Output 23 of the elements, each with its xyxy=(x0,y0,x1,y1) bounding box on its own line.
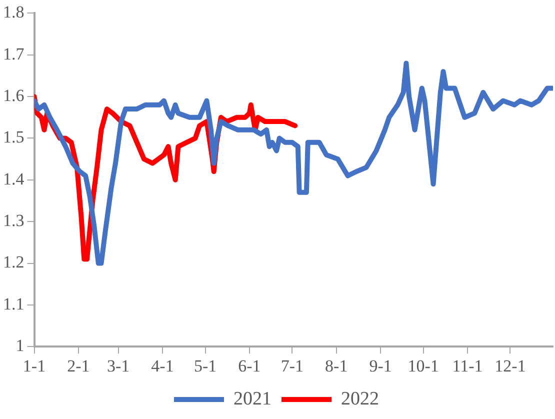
y-tick-label: 1 xyxy=(16,336,24,356)
y-tick-label: 1.8 xyxy=(3,2,24,22)
x-tick-label: 7-1 xyxy=(280,356,304,376)
y-tick-label: 1.4 xyxy=(3,169,25,188)
y-tick-label: 1.1 xyxy=(3,294,24,314)
x-tick-label: 1-1 xyxy=(22,356,46,376)
x-tick-label: 3-1 xyxy=(106,356,130,376)
x-tick-label: 12-1 xyxy=(494,356,526,376)
x-tick-label: 5-1 xyxy=(194,356,217,376)
legend-label: 2022 xyxy=(341,388,379,410)
x-tick-label: 2-1 xyxy=(67,356,90,376)
x-tick-label: 9-1 xyxy=(369,356,392,376)
y-tick-label: 1.2 xyxy=(3,252,24,272)
x-tick-label: 6-1 xyxy=(238,356,261,376)
y-tick-label: 1.5 xyxy=(3,128,24,147)
y-tick-label: 1.3 xyxy=(3,211,24,230)
y-tick-label: 1.6 xyxy=(3,86,24,106)
x-tick-label: 4-1 xyxy=(151,356,174,376)
legend-label: 2021 xyxy=(234,388,272,410)
y-tick-label: 1.7 xyxy=(3,44,25,64)
x-tick-label: 10-1 xyxy=(408,356,439,376)
x-tick-label: 8-1 xyxy=(325,356,348,376)
x-tick-label: 11-1 xyxy=(452,356,483,376)
